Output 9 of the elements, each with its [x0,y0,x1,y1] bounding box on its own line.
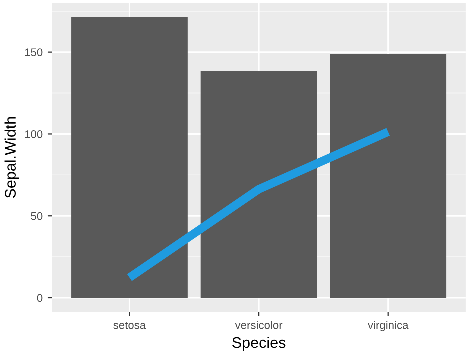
y-axis-title: Sepal.Width [4,117,20,198]
x-tick-label: virginica [368,321,409,332]
x-tick-label: versicolor [235,321,283,330]
x-axis-title: Species [232,336,286,352]
y-tick-label: 150 [25,48,43,56]
y-tick-label: 0 [37,294,43,302]
y-tick-label: 50 [31,212,43,220]
y-tick-label: 100 [25,130,43,138]
x-tick-label: setosa [114,322,146,330]
